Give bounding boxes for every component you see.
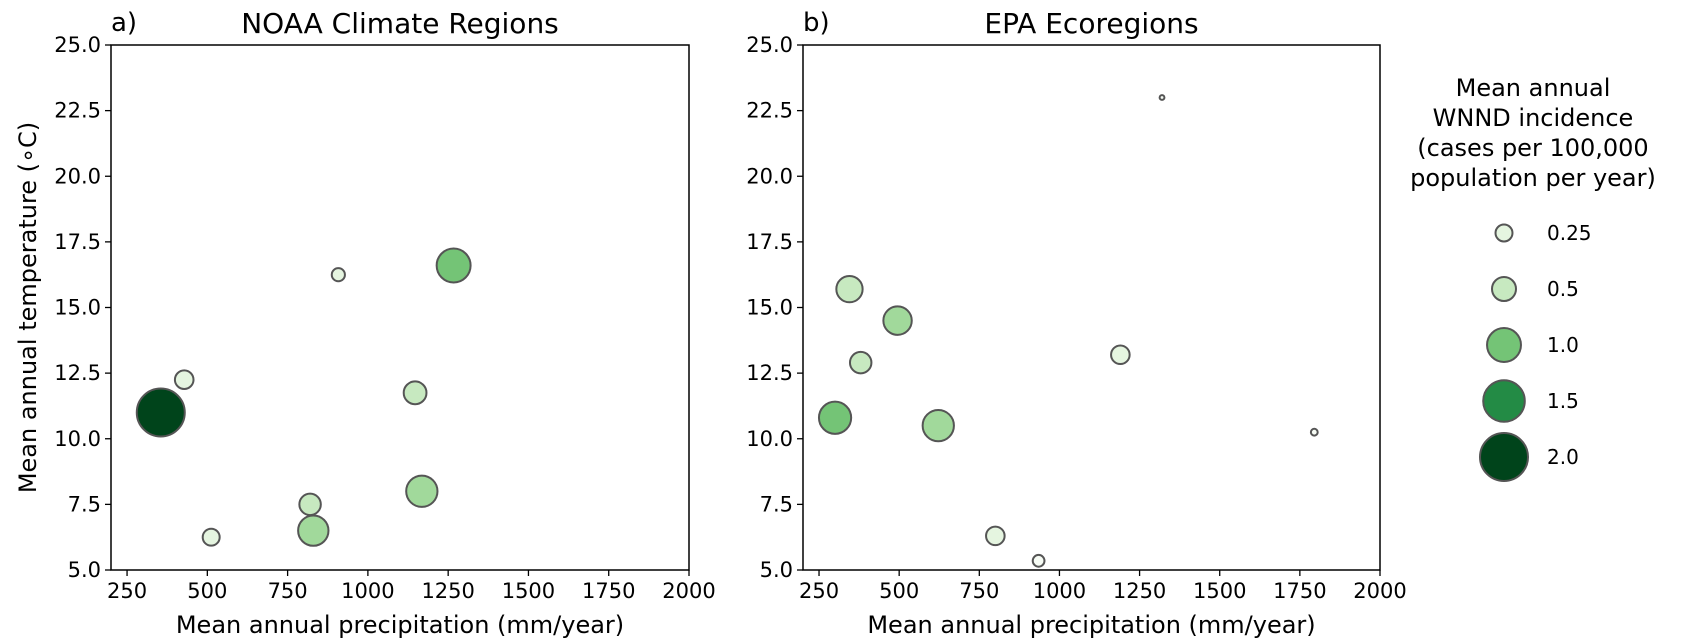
legend-label: 1.0 xyxy=(1547,333,1579,357)
chart-title: EPA Ecoregions xyxy=(984,7,1198,40)
legend-label: 2.0 xyxy=(1547,445,1579,469)
plot-frame xyxy=(802,44,1381,571)
data-point xyxy=(921,408,955,443)
y-tick-label: 22.5 xyxy=(54,99,101,123)
x-axis-label: Mean annual precipitation (mm/year) xyxy=(176,611,624,639)
y-tick-label: 7.5 xyxy=(68,492,101,516)
legend-marker xyxy=(1491,276,1517,302)
legend-label: 0.25 xyxy=(1547,221,1592,245)
data-point xyxy=(848,350,873,375)
data-point xyxy=(1110,344,1131,366)
y-tick-label: 17.5 xyxy=(746,230,793,254)
legend-marker xyxy=(1482,379,1526,423)
y-tick-label: 7.5 xyxy=(760,492,793,516)
y-tick-label: 22.5 xyxy=(746,99,793,123)
panel-letter: a) xyxy=(111,8,137,38)
legend-title-line-3: (cases per 100,000 xyxy=(1417,134,1648,162)
data-point xyxy=(298,492,322,517)
y-tick-label: 10.0 xyxy=(746,427,793,451)
data-point xyxy=(1158,94,1166,101)
y-axis-label: Mean annual temperature (∘C) xyxy=(14,122,42,493)
data-point xyxy=(402,380,428,406)
x-tick-label: 250 xyxy=(799,579,839,603)
y-tick-label: 15.0 xyxy=(746,296,793,320)
y-tick-label: 20.0 xyxy=(746,164,793,188)
legend-title-line-1: Mean annual xyxy=(1456,74,1611,102)
data-point xyxy=(1031,553,1046,568)
panel-a: 250 500 750 1000 1250 1500 1750 2000 5.0 7.5 10.0 1… xyxy=(14,7,716,639)
data-point xyxy=(201,527,221,547)
x-tick-label: 2000 xyxy=(662,579,715,603)
y-tick-label: 25.0 xyxy=(746,33,793,57)
y-tick-label: 12.5 xyxy=(746,361,793,385)
data-point xyxy=(173,369,195,390)
data-point xyxy=(135,387,186,438)
x-tick-label: 1250 xyxy=(1113,579,1166,603)
data-point xyxy=(435,247,472,284)
x-tick-label: 1500 xyxy=(1193,579,1246,603)
data-point xyxy=(1309,427,1319,437)
y-tick-label: 12.5 xyxy=(54,361,101,385)
y-tick-label: 15.0 xyxy=(54,296,101,320)
legend-marker xyxy=(1486,327,1522,363)
data-point xyxy=(817,400,853,435)
x-tick-label: 1500 xyxy=(502,579,555,603)
x-tick-label: 750 xyxy=(959,579,999,603)
legend-label: 0.5 xyxy=(1547,277,1579,301)
panel-b: 250 500 750 1000 1250 1500 1750 2000 5.0 7.5 10.0 1… xyxy=(746,7,1406,639)
y-tick-label: 5.0 xyxy=(68,558,101,582)
y-tick-label: 20.0 xyxy=(54,164,101,188)
x-tick-label: 1000 xyxy=(1033,579,1086,603)
chart-title: NOAA Climate Regions xyxy=(241,7,559,40)
data-point xyxy=(882,305,913,336)
data-point xyxy=(297,514,330,547)
data-point xyxy=(405,474,439,508)
data-point xyxy=(985,525,1006,547)
legend: Mean annual WNND incidence (cases per 10… xyxy=(1410,74,1656,482)
x-tick-label: 1250 xyxy=(421,579,474,603)
legend-label: 1.5 xyxy=(1547,389,1579,413)
x-axis-label: Mean annual precipitation (mm/year) xyxy=(867,611,1315,639)
x-tick-label: 500 xyxy=(187,579,227,603)
x-tick-label: 1000 xyxy=(341,579,394,603)
x-tick-label: 2000 xyxy=(1353,579,1406,603)
x-tick-label: 1750 xyxy=(582,579,635,603)
legend-marker xyxy=(1479,432,1529,482)
plot-frame xyxy=(110,44,690,571)
x-tick-label: 500 xyxy=(879,579,919,603)
x-tick-label: 750 xyxy=(268,579,308,603)
y-tick-label: 25.0 xyxy=(54,33,101,57)
x-tick-label: 1750 xyxy=(1273,579,1326,603)
panel-letter: b) xyxy=(803,8,830,38)
data-point xyxy=(330,267,346,283)
y-tick-label: 10.0 xyxy=(54,427,101,451)
y-tick-label: 5.0 xyxy=(760,558,793,582)
legend-title-line-4: population per year) xyxy=(1410,164,1656,192)
data-point xyxy=(835,274,864,304)
legend-marker xyxy=(1494,223,1514,243)
y-tick-label: 17.5 xyxy=(54,230,101,254)
x-tick-label: 250 xyxy=(107,579,147,603)
legend-title-line-2: WNND incidence xyxy=(1433,104,1634,132)
